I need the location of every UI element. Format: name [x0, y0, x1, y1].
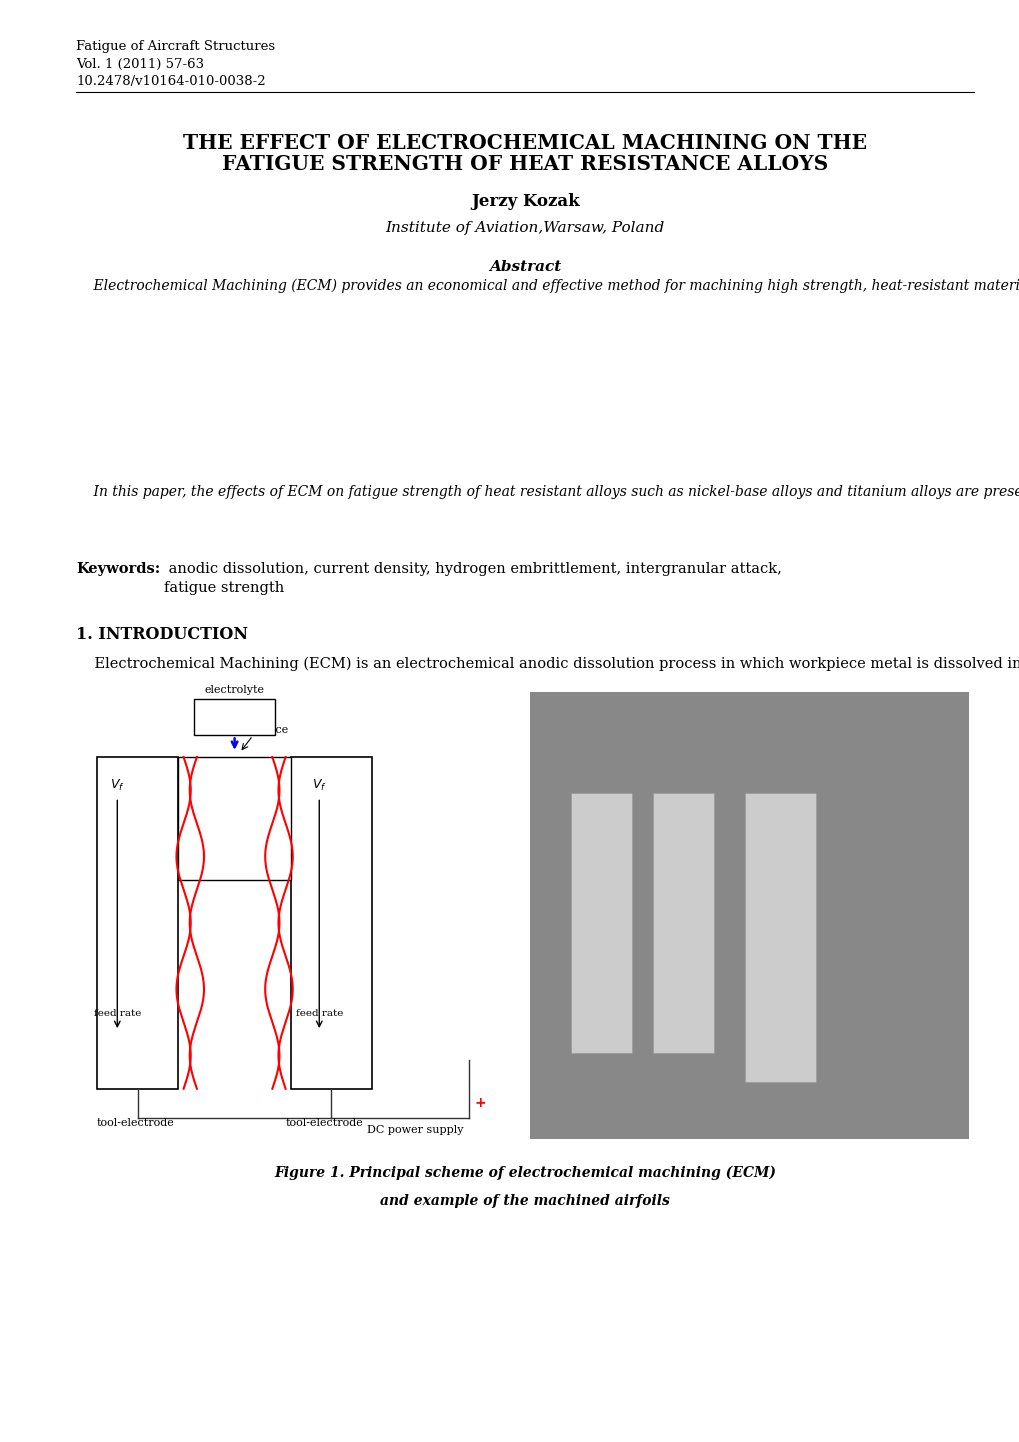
Text: tool-electrode: tool-electrode: [97, 1118, 174, 1128]
Text: +: +: [474, 1096, 485, 1110]
Text: In this paper, the effects of ECM on fatigue strength of heat resistant alloys s: In this paper, the effects of ECM on fat…: [76, 485, 1019, 499]
Text: and example of the machined airfoils: and example of the machined airfoils: [380, 1194, 669, 1208]
Text: Abstract: Abstract: [489, 260, 560, 274]
Bar: [571, 793, 632, 1053]
Text: feed rate: feed rate: [296, 1009, 342, 1018]
Text: electrolyte: electrolyte: [205, 685, 264, 695]
Text: Institute of Aviation,Warsaw, Poland: Institute of Aviation,Warsaw, Poland: [385, 221, 664, 235]
Text: $V_f$: $V_f$: [110, 779, 124, 793]
Bar: [530, 692, 968, 1139]
Text: Fatigue of Aircraft Structures: Fatigue of Aircraft Structures: [76, 40, 275, 53]
Text: $V_f$: $V_f$: [312, 779, 326, 793]
Text: Vol. 1 (2011) 57-63: Vol. 1 (2011) 57-63: [76, 58, 205, 71]
Text: 10.2478/v10164-010-0038-2: 10.2478/v10164-010-0038-2: [76, 75, 266, 88]
Text: Jerzy Kozak: Jerzy Kozak: [471, 193, 579, 211]
Bar: [652, 793, 713, 1053]
Text: FATIGUE STRENGTH OF HEAT RESISTANCE ALLOYS: FATIGUE STRENGTH OF HEAT RESISTANCE ALLO…: [222, 154, 827, 174]
Text: tool-electrode: tool-electrode: [285, 1118, 363, 1128]
Text: Figure 1. Principal scheme of electrochemical machining (ECM): Figure 1. Principal scheme of electroche…: [274, 1165, 775, 1180]
Text: 1. INTRODUCTION: 1. INTRODUCTION: [76, 626, 249, 643]
Text: Electrochemical Machining (ECM) provides an economical and effective method for : Electrochemical Machining (ECM) provides…: [76, 278, 1019, 293]
Text: DC power supply: DC power supply: [367, 1125, 464, 1135]
Bar: [290, 757, 372, 1089]
Text: anodic dissolution, current density, hydrogen embrittlement, intergranular attac: anodic dissolution, current density, hyd…: [164, 562, 782, 594]
Text: THE EFFECT OF ELECTROCHEMICAL MACHINING ON THE: THE EFFECT OF ELECTROCHEMICAL MACHINING …: [183, 133, 866, 153]
Text: workpiece: workpiece: [230, 725, 289, 735]
Text: feed rate: feed rate: [94, 1009, 141, 1018]
Bar: [194, 699, 275, 735]
Bar: [97, 757, 178, 1089]
Bar: [744, 793, 815, 1082]
Text: Electrochemical Machining (ECM) is an electrochemical anodic dissolution process: Electrochemical Machining (ECM) is an el…: [76, 656, 1019, 671]
Bar: [178, 757, 290, 880]
Text: Keywords:: Keywords:: [76, 562, 161, 577]
